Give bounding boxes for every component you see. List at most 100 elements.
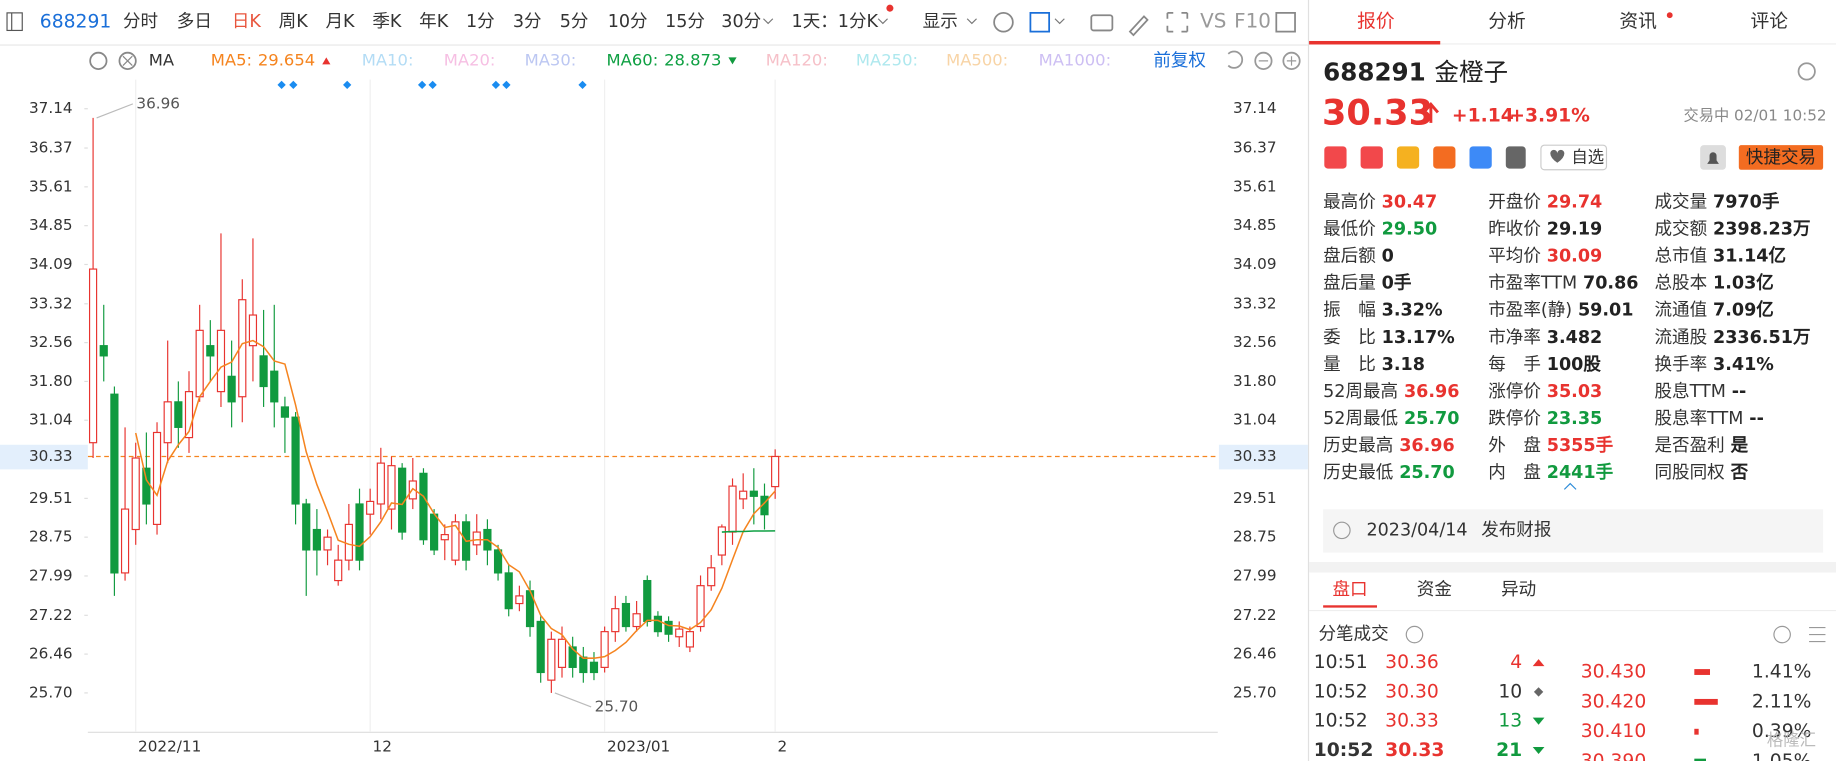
y-tick-label-right: 35.61 (1233, 177, 1277, 195)
more-icon[interactable] (1773, 625, 1791, 644)
indicator-select[interactable]: MA (149, 50, 175, 69)
trade-volume: 10 (1498, 681, 1522, 702)
trade-label: 快捷交易 (1746, 148, 1816, 168)
trade-button[interactable] (1738, 145, 1824, 170)
y-tick-label-right: 28.75 (1233, 528, 1277, 546)
candle-body (653, 615, 663, 633)
stat-label: 股息TTM (1655, 382, 1726, 402)
candle-body (771, 455, 780, 488)
y-tick-label-right: 26.46 (1233, 645, 1277, 663)
f10-button[interactable]: F10 (1234, 10, 1271, 33)
stat-value: 36.96 (1404, 382, 1460, 402)
legend-label: MA60: (607, 50, 659, 69)
settings-icon[interactable] (993, 12, 1014, 33)
book-bar (1694, 669, 1711, 675)
period-tab[interactable]: 月K (326, 12, 356, 32)
period-tab[interactable]: 10分 (608, 12, 648, 32)
quote-tab[interactable]: 评论 (1751, 12, 1789, 33)
watch-button[interactable] (1540, 144, 1608, 171)
stat-label: 平均价 (1488, 247, 1541, 267)
adjust-select[interactable]: 前复权 (1153, 51, 1206, 71)
candle-body (344, 523, 353, 561)
period-tab[interactable]: 1分 (466, 12, 495, 32)
quote-settings[interactable] (1797, 62, 1816, 81)
book-bar (1694, 758, 1706, 761)
fullscreen-icon[interactable] (1166, 12, 1189, 33)
interval-select[interactable]: 1天：1分K (792, 12, 879, 32)
quote-status: 交易中 02/01 10:52 (1684, 106, 1827, 124)
period-tab[interactable]: 5分 (560, 12, 589, 32)
stat-value: 25.70 (1399, 463, 1455, 483)
y-tick-label-right: 27.22 (1233, 606, 1277, 624)
stat-label: 涨停价 (1488, 382, 1541, 402)
y-tick-label: 31.04 (29, 411, 73, 429)
x-tick-label: 2022/11 (138, 737, 201, 755)
stat-value: -- (1732, 382, 1747, 402)
active-tab-underline (1309, 40, 1441, 45)
notice-text[interactable]: 发布财报 (1481, 520, 1551, 540)
display-menu[interactable]: 显示 (923, 12, 958, 32)
stat-label: 历史最低 (1323, 463, 1393, 483)
trade-price: 30.30 (1385, 681, 1439, 702)
period-tab[interactable]: 多日 (177, 12, 212, 32)
panel-tab[interactable]: 异动 (1501, 580, 1536, 600)
extreme-leader (96, 103, 134, 119)
camera-icon[interactable] (1090, 14, 1114, 32)
candle-body (707, 567, 716, 587)
trade-direction (1532, 717, 1545, 725)
stat-label: 盘后额 (1323, 247, 1376, 267)
undo-icon[interactable] (1227, 50, 1244, 69)
stat-value: 3.41% (1713, 355, 1774, 375)
candle-body (717, 526, 726, 556)
period-tab[interactable]: 年K (419, 12, 449, 32)
book-bar (1694, 728, 1699, 735)
quote-tab[interactable]: 资讯 (1619, 12, 1657, 33)
draw-icon[interactable] (1128, 15, 1149, 37)
stat-label: 最高价 (1323, 193, 1376, 213)
panel-tab[interactable]: 盘口 (1333, 580, 1368, 600)
period-tab[interactable]: 3分 (513, 12, 542, 32)
period-tab[interactable]: 分时 (123, 12, 158, 32)
candle-body (536, 620, 545, 674)
notify-dot (886, 4, 894, 12)
zoom-in-icon[interactable] (1282, 51, 1301, 70)
panel-tab[interactable]: 资金 (1417, 580, 1453, 600)
period-tab[interactable]: 30分 (721, 12, 761, 32)
zoom-out-icon[interactable] (1254, 51, 1273, 70)
candle-body (621, 602, 631, 628)
quote-tab[interactable]: 报价 (1357, 12, 1395, 33)
period-tab[interactable]: 季K (372, 12, 402, 32)
notice-box[interactable] (1323, 509, 1824, 553)
stat-label: 最低价 (1323, 220, 1376, 240)
period-tab[interactable]: 日K (232, 12, 262, 32)
layout-icon[interactable] (1029, 12, 1051, 33)
notice-date[interactable]: 2023/04/14 (1366, 520, 1467, 540)
panel-icon[interactable] (1275, 12, 1296, 33)
stat-value: 2441手 (1547, 462, 1614, 483)
book-pct: 1.05% (1752, 751, 1811, 761)
quote-tab[interactable]: 分析 (1488, 12, 1525, 33)
stat-value: 23.35 (1547, 409, 1603, 429)
period-tab[interactable]: 15分 (665, 12, 705, 32)
candle-body (131, 457, 140, 531)
quote-change-pct: +3.91% (1509, 105, 1590, 126)
period-tab[interactable]: 周K (279, 12, 309, 32)
price-marker-bg (1218, 444, 1308, 470)
extreme-label: 36.96 (136, 94, 180, 112)
list-icon[interactable] (1809, 626, 1826, 643)
trade-price: 30.33 (1385, 740, 1444, 761)
collapse-caret[interactable] (1563, 482, 1577, 490)
legend-trend (322, 57, 331, 65)
stat-value: 2336.51万 (1713, 328, 1810, 348)
stat-value: 100股 (1547, 355, 1602, 375)
stat-label: 内 盘 (1488, 463, 1541, 483)
indicator-close[interactable] (118, 51, 137, 70)
stat-value: 3.18 (1382, 355, 1425, 375)
vs-button[interactable]: VS (1200, 10, 1226, 33)
candle-body (270, 370, 279, 403)
sidebar-toggle[interactable] (6, 12, 23, 32)
candle-body (110, 393, 119, 574)
candle-body (515, 595, 524, 605)
indicator-settings[interactable] (89, 51, 108, 70)
